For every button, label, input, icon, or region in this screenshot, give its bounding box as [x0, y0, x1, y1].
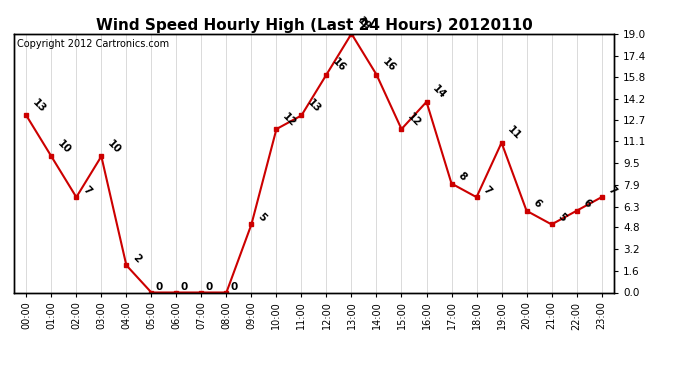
Text: 19: 19: [355, 16, 373, 33]
Text: 10: 10: [55, 138, 73, 156]
Text: 13: 13: [306, 98, 323, 115]
Text: 13: 13: [30, 98, 48, 115]
Text: 7: 7: [606, 184, 618, 196]
Text: 16: 16: [381, 57, 398, 74]
Text: 11: 11: [506, 124, 523, 142]
Text: 14: 14: [431, 84, 448, 101]
Text: 16: 16: [331, 57, 348, 74]
Text: 7: 7: [481, 184, 493, 196]
Text: 0: 0: [155, 282, 163, 292]
Text: 12: 12: [406, 111, 423, 128]
Text: 2: 2: [130, 252, 143, 264]
Text: 8: 8: [455, 171, 468, 183]
Text: 5: 5: [255, 211, 268, 223]
Text: 12: 12: [281, 111, 298, 128]
Text: 0: 0: [206, 282, 213, 292]
Text: 5: 5: [555, 211, 568, 223]
Text: 0: 0: [181, 282, 188, 292]
Text: Copyright 2012 Cartronics.com: Copyright 2012 Cartronics.com: [17, 39, 169, 49]
Text: 6: 6: [581, 198, 593, 210]
Text: 7: 7: [81, 184, 92, 196]
Text: 6: 6: [531, 198, 543, 210]
Text: 0: 0: [230, 282, 238, 292]
Title: Wind Speed Hourly High (Last 24 Hours) 20120110: Wind Speed Hourly High (Last 24 Hours) 2…: [96, 18, 532, 33]
Text: 10: 10: [106, 138, 123, 156]
